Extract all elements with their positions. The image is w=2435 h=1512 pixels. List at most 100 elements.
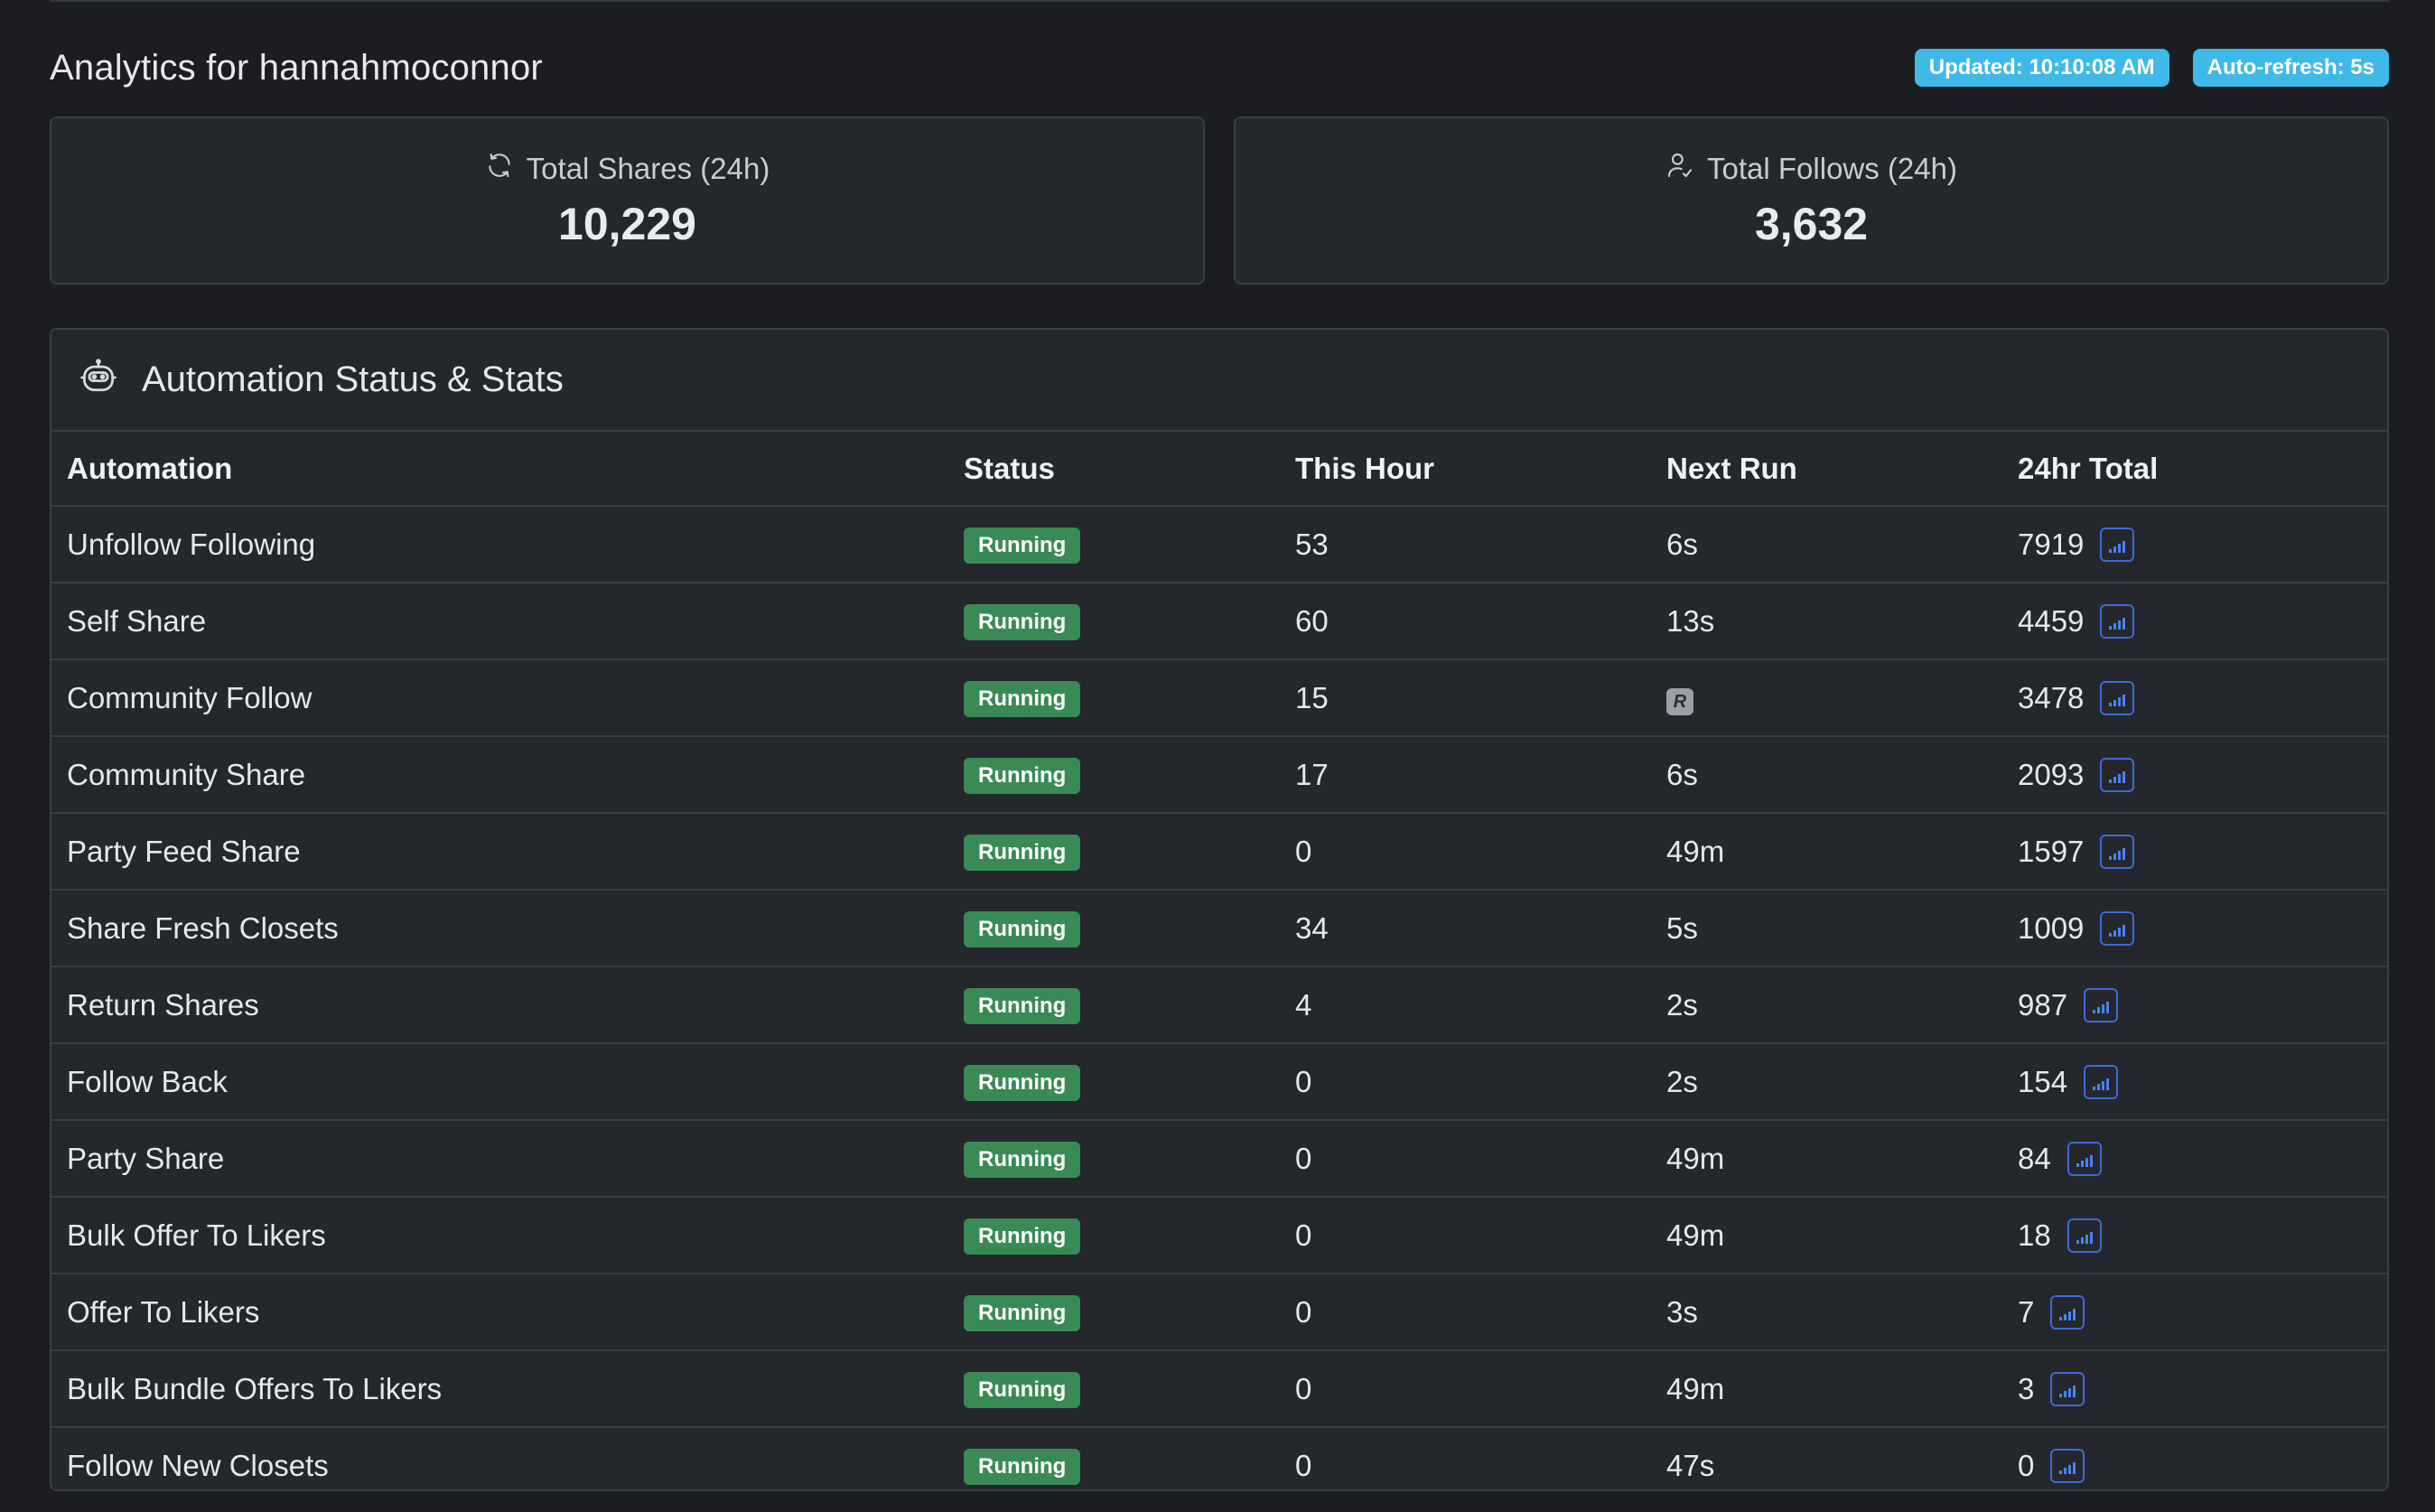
total-shares-value: 10,229 bbox=[558, 199, 696, 249]
table-row: Follow New Closets Running 0 47s 0 bbox=[51, 1427, 2387, 1489]
table-row: Bulk Offer To Likers Running 0 49m 18 bbox=[51, 1197, 2387, 1274]
table-row: Community Follow Running 15 R 3478 bbox=[51, 659, 2387, 737]
status-badge: Running bbox=[964, 1142, 1081, 1178]
total-cell: 2093 bbox=[2018, 736, 2387, 814]
view-chart-button[interactable] bbox=[2066, 1141, 2102, 1176]
this-hour-cell: 0 bbox=[1295, 1274, 1666, 1351]
total-value: 7 bbox=[2018, 1294, 2035, 1329]
view-chart-button[interactable] bbox=[2100, 757, 2135, 792]
total-cell: 1597 bbox=[2018, 813, 2387, 891]
total-value: 987 bbox=[2018, 987, 2068, 1022]
next-run-cell: 13s bbox=[1666, 583, 2018, 660]
view-chart-button[interactable] bbox=[2100, 603, 2135, 639]
top-divider bbox=[50, 0, 2389, 2]
view-chart-button[interactable] bbox=[2050, 1448, 2085, 1483]
view-chart-button[interactable] bbox=[2084, 1064, 2119, 1099]
status-cell: Running bbox=[964, 1197, 1295, 1274]
total-cell: 987 bbox=[2018, 966, 2387, 1044]
table-row: Unfollow Following Running 53 6s 7919 bbox=[51, 506, 2387, 583]
total-cell: 154 bbox=[2018, 1043, 2387, 1121]
total-value: 4459 bbox=[2018, 603, 2085, 638]
status-cell: Running bbox=[964, 966, 1295, 1044]
view-chart-button[interactable] bbox=[2050, 1294, 2085, 1330]
total-cell: 3 bbox=[2018, 1350, 2387, 1428]
view-chart-button[interactable] bbox=[2100, 834, 2135, 869]
this-hour-cell: 0 bbox=[1295, 1350, 1666, 1428]
user-check-icon bbox=[1665, 151, 1694, 187]
bar-chart-icon bbox=[2109, 855, 2113, 860]
status-cell: Running bbox=[964, 583, 1295, 660]
automation-name: Unfollow Following bbox=[51, 506, 964, 583]
next-run-cell: 49m bbox=[1666, 813, 2018, 891]
automation-name: Share Fresh Closets bbox=[51, 890, 964, 967]
this-hour-cell: 0 bbox=[1295, 1043, 1666, 1121]
automation-name: Return Shares bbox=[51, 966, 964, 1044]
total-cell: 18 bbox=[2018, 1197, 2387, 1274]
next-run-cell: R bbox=[1666, 659, 2018, 737]
view-chart-button[interactable] bbox=[2100, 680, 2135, 715]
status-cell: Running bbox=[964, 1350, 1295, 1428]
total-value: 0 bbox=[2018, 1448, 2035, 1482]
refresh-icon bbox=[485, 151, 514, 187]
automation-name: Bulk Bundle Offers To Likers bbox=[51, 1350, 964, 1428]
status-badge: Running bbox=[964, 527, 1081, 564]
robot-icon bbox=[79, 358, 118, 402]
status-badge: Running bbox=[964, 1372, 1081, 1408]
automation-name: Follow New Closets bbox=[51, 1427, 964, 1489]
total-shares-card: Total Shares (24h) 10,229 bbox=[50, 117, 1205, 285]
status-badge: Running bbox=[964, 604, 1081, 640]
view-chart-button[interactable] bbox=[2084, 987, 2119, 1022]
total-value: 3 bbox=[2018, 1371, 2035, 1405]
total-value: 7919 bbox=[2018, 527, 2085, 561]
status-badge: Running bbox=[964, 1218, 1081, 1255]
total-value: 154 bbox=[2018, 1064, 2068, 1098]
next-run-cell: 49m bbox=[1666, 1197, 2018, 1274]
view-chart-button[interactable] bbox=[2100, 527, 2135, 562]
total-value: 1597 bbox=[2018, 834, 2085, 868]
view-chart-button[interactable] bbox=[2066, 1218, 2102, 1253]
total-cell: 1009 bbox=[2018, 890, 2387, 967]
header-badges: Updated: 10:10:08 AM Auto-refresh: 5s bbox=[1914, 49, 2389, 87]
bar-chart-icon bbox=[2076, 1162, 2079, 1167]
next-run-cell: 3s bbox=[1666, 1274, 2018, 1351]
panel-header: Automation Status & Stats bbox=[51, 330, 2387, 432]
this-hour-cell: 0 bbox=[1295, 1197, 1666, 1274]
status-cell: Running bbox=[964, 659, 1295, 737]
table-row: Party Share Running 0 49m 84 bbox=[51, 1120, 2387, 1198]
total-follows-card: Total Follows (24h) 3,632 bbox=[1234, 117, 2389, 285]
bar-chart-icon bbox=[2093, 1009, 2096, 1013]
bar-chart-icon bbox=[2059, 1470, 2063, 1474]
column-header-automation: Automation bbox=[51, 432, 964, 507]
table-row: Follow Back Running 0 2s 154 bbox=[51, 1043, 2387, 1121]
table-header-row: Automation Status This Hour Next Run 24h… bbox=[51, 432, 2387, 507]
column-header-this-hour: This Hour bbox=[1295, 432, 1666, 507]
automation-name: Self Share bbox=[51, 583, 964, 660]
view-chart-button[interactable] bbox=[2050, 1371, 2085, 1406]
table-row: Community Share Running 17 6s 2093 bbox=[51, 736, 2387, 814]
status-badge: Running bbox=[964, 988, 1081, 1024]
status-badge: Running bbox=[964, 681, 1081, 717]
summary-cards: Total Shares (24h) 10,229 Total Follows … bbox=[50, 117, 2389, 285]
status-cell: Running bbox=[964, 1043, 1295, 1121]
total-cell: 0 bbox=[2018, 1427, 2387, 1489]
bar-chart-icon bbox=[2093, 1086, 2096, 1090]
next-run-cell: 49m bbox=[1666, 1350, 2018, 1428]
status-badge: Running bbox=[964, 758, 1081, 794]
automation-panel: Automation Status & Stats Automation Sta… bbox=[50, 328, 2389, 1491]
total-cell: 3478 bbox=[2018, 659, 2387, 737]
next-run-cell: 2s bbox=[1666, 1043, 2018, 1121]
status-badge: Running bbox=[964, 1065, 1081, 1101]
status-cell: Running bbox=[964, 736, 1295, 814]
bar-chart-icon bbox=[2109, 702, 2113, 706]
table-row: Return Shares Running 4 2s 987 bbox=[51, 966, 2387, 1044]
bar-chart-icon bbox=[2109, 625, 2113, 630]
total-value: 84 bbox=[2018, 1141, 2051, 1175]
this-hour-cell: 53 bbox=[1295, 506, 1666, 583]
total-shares-label: Total Shares (24h) bbox=[526, 152, 770, 185]
status-badge: Running bbox=[964, 1295, 1081, 1331]
automation-name: Party Share bbox=[51, 1120, 964, 1198]
total-cell: 7919 bbox=[2018, 506, 2387, 583]
next-run-cell: 6s bbox=[1666, 506, 2018, 583]
view-chart-button[interactable] bbox=[2100, 910, 2135, 946]
total-value: 3478 bbox=[2018, 680, 2085, 714]
